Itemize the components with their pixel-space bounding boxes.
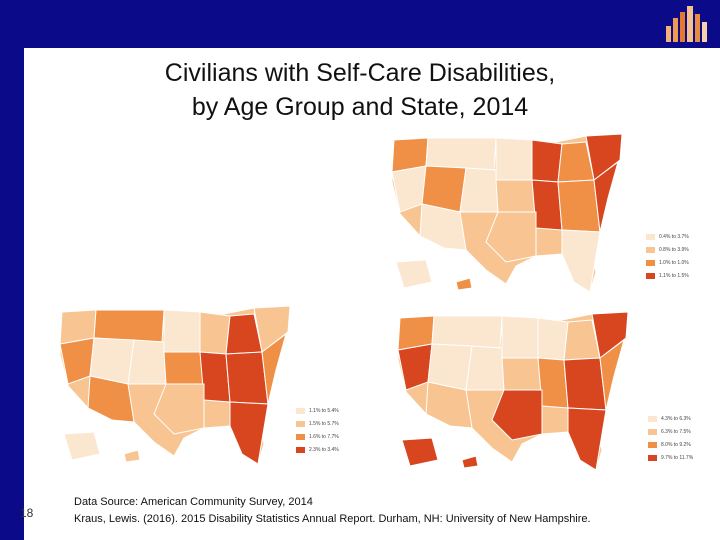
- legend-item: 8.0% to 9.2%: [648, 438, 693, 451]
- legend-swatch: [296, 420, 305, 427]
- legend-label: 8.0% to 9.2%: [661, 441, 691, 448]
- legend-item: 0.8% to 3.9%: [646, 243, 689, 256]
- legend-label: 2.3% to 3.4%: [309, 446, 339, 453]
- title-line-1: Civilians with Self-Care Disabilities,: [164, 59, 556, 87]
- legend-swatch: [646, 259, 655, 266]
- legend-item: 1.1% to 5.4%: [296, 404, 339, 417]
- legend-label: 0.8% to 3.9%: [659, 246, 689, 253]
- legend-swatch: [648, 454, 657, 461]
- source-line-2: Kraus, Lewis. (2016). 2015 Disability St…: [74, 513, 591, 525]
- legend-item: 1.1% to 1.5%: [646, 269, 689, 282]
- legend-label: 1.6% to 7.7%: [309, 433, 339, 440]
- legend-swatch: [648, 415, 657, 422]
- age-group-map-2: [59, 305, 291, 465]
- legend-label: 4.3% to 6.3%: [661, 415, 691, 422]
- legend-label: 1.1% to 5.4%: [309, 407, 339, 414]
- legend-label: 9.7% to 11.7%: [661, 454, 694, 461]
- legend-map-3: 4.3% to 6.3% 6.3% to 7.5% 8.0% to 9.2% 9…: [648, 412, 693, 464]
- legend-swatch: [648, 441, 657, 448]
- legend-swatch: [646, 272, 655, 279]
- slide-title: Civilians with Self-Care Disabilities, b…: [60, 56, 660, 124]
- legend-item: 1.0% to 1.0%: [646, 256, 689, 269]
- slide-number: 18: [20, 506, 34, 520]
- source-citation: Data Source: American Community Survey, …: [74, 494, 591, 528]
- header-bar: [0, 0, 720, 48]
- legend-item: 4.3% to 6.3%: [648, 412, 693, 425]
- legend-item: 9.7% to 11.7%: [648, 451, 693, 464]
- legend-swatch: [646, 246, 655, 253]
- age-group-map-3: [397, 311, 629, 471]
- legend-label: 1.5% to 5.7%: [309, 420, 339, 427]
- legend-swatch: [296, 446, 305, 453]
- age-group-map-1: [391, 133, 623, 293]
- legend-item: 6.3% to 7.5%: [648, 425, 693, 438]
- legend-label: 1.0% to 1.0%: [659, 259, 689, 266]
- legend-map-1: 0.4% to 3.7% 0.8% to 3.9% 1.0% to 1.0% 1…: [646, 230, 689, 282]
- legend-item: 0.4% to 3.7%: [646, 230, 689, 243]
- legend-item: 2.3% to 3.4%: [296, 443, 339, 456]
- legend-label: 1.1% to 1.5%: [659, 272, 689, 279]
- legend-swatch: [648, 428, 657, 435]
- legend-swatch: [296, 407, 305, 414]
- legend-item: 1.5% to 5.7%: [296, 417, 339, 430]
- source-line-1: Data Source: American Community Survey, …: [74, 496, 313, 508]
- title-line-2: by Age Group and State, 2014: [191, 93, 529, 121]
- legend-label: 0.4% to 3.7%: [659, 233, 689, 240]
- legend-map-2: 1.1% to 5.4% 1.5% to 5.7% 1.6% to 7.7% 2…: [296, 404, 339, 456]
- legend-label: 6.3% to 7.5%: [661, 428, 691, 435]
- legend-swatch: [646, 233, 655, 240]
- bar-chart-logo-icon: [666, 6, 707, 42]
- left-accent-bar: [0, 48, 24, 540]
- legend-item: 1.6% to 7.7%: [296, 430, 339, 443]
- legend-swatch: [296, 433, 305, 440]
